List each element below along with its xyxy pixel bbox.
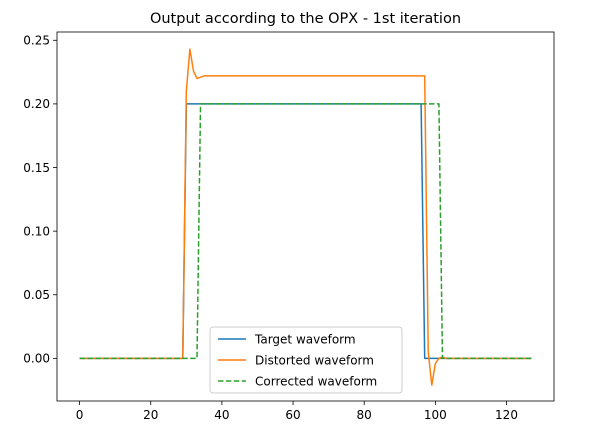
- y-tick-label: 0.10: [23, 224, 50, 238]
- x-axis: 0 20 40 60 80 100 120: [76, 401, 518, 422]
- y-axis: 0.00 0.05 0.10 0.15 0.20 0.25: [23, 34, 57, 366]
- y-tick-label: 0.15: [23, 161, 50, 175]
- x-tick-label: 80: [357, 408, 372, 422]
- y-tick-label: 0.25: [23, 34, 50, 48]
- series-line-1: [79, 103, 532, 360]
- x-tick-label: 20: [143, 408, 158, 422]
- x-tick-label: 120: [495, 408, 518, 422]
- x-tick-label: 100: [424, 408, 447, 422]
- x-tick-label: 40: [214, 408, 229, 422]
- legend-label-1: Target waveform: [254, 332, 356, 346]
- legend-label-3: Corrected waveform: [255, 374, 377, 388]
- legend-box: [209, 326, 403, 394]
- legend: Target waveform Distorted waveform Correct…: [209, 326, 403, 394]
- legend-label-2: Distorted waveform: [255, 353, 374, 367]
- series-layer: [79, 48, 532, 386]
- plot-frame: [56, 31, 555, 402]
- x-tick-label: 0: [76, 408, 84, 422]
- chart-title: Output according to the OPX - 1st iterat…: [150, 11, 461, 27]
- x-tick-label: 60: [285, 408, 300, 422]
- series-line-2: [79, 48, 532, 386]
- y-tick-label: 0.05: [23, 288, 50, 302]
- y-tick-label: 0.20: [23, 97, 50, 111]
- y-tick-label: 0.00: [23, 352, 50, 366]
- series-line-3: [79, 103, 532, 360]
